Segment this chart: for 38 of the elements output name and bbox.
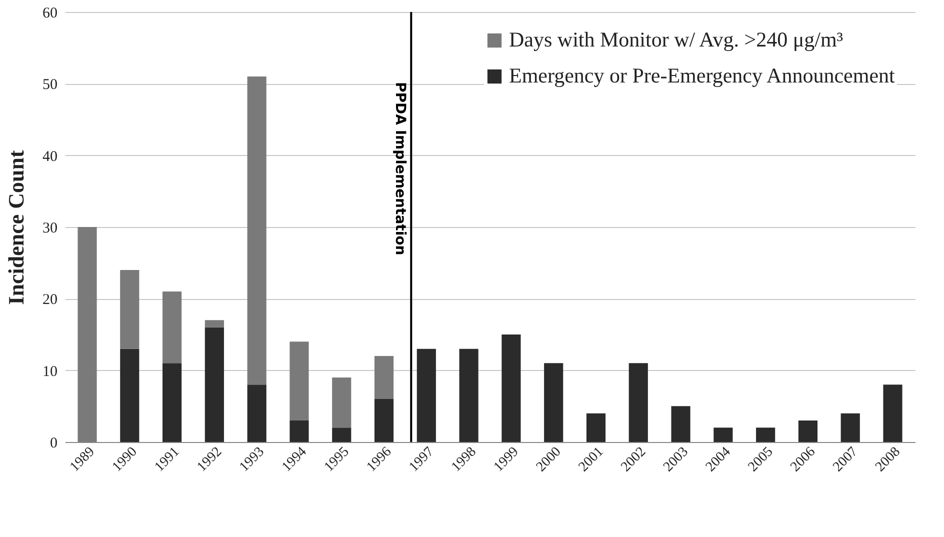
bar: [459, 348, 478, 442]
bar: [247, 384, 266, 442]
y-tick-label: 40: [42, 148, 58, 165]
bar: [332, 428, 352, 442]
y-tick-label: 60: [42, 6, 58, 22]
bar: [374, 399, 394, 442]
bar: [544, 363, 564, 442]
bar: [883, 384, 902, 442]
bar: [332, 378, 352, 428]
bar: [840, 413, 860, 442]
y-tick-label: 30: [42, 220, 58, 236]
bar: [586, 413, 606, 442]
bar: [162, 292, 182, 364]
bar: [502, 334, 521, 442]
y-tick-label: 0: [50, 436, 58, 452]
bar: [290, 420, 309, 442]
ref-line-label: PPDA Implementation: [392, 82, 408, 256]
bar: [162, 363, 182, 442]
bar: [204, 327, 224, 442]
bar: [628, 363, 648, 442]
bar: [798, 420, 818, 442]
bar: [756, 428, 776, 442]
y-axis-title: Incidence Count: [4, 150, 28, 305]
y-tick-label: 50: [42, 77, 58, 94]
bar: [247, 76, 266, 385]
y-tick-label: 10: [42, 364, 58, 380]
bar: [120, 270, 140, 349]
bar: [714, 428, 733, 442]
bar: [204, 320, 224, 328]
legend-label: Days with Monitor w/ Avg. >240 μg/m³: [509, 28, 844, 52]
bar: [120, 348, 140, 442]
bar: [290, 342, 309, 420]
bar: [416, 348, 436, 442]
bar: [374, 356, 394, 399]
bar: [78, 227, 97, 442]
y-tick-label: 20: [42, 292, 58, 308]
bar: [671, 406, 690, 442]
legend-label: Emergency or Pre-Emergency Announcement: [509, 64, 896, 88]
